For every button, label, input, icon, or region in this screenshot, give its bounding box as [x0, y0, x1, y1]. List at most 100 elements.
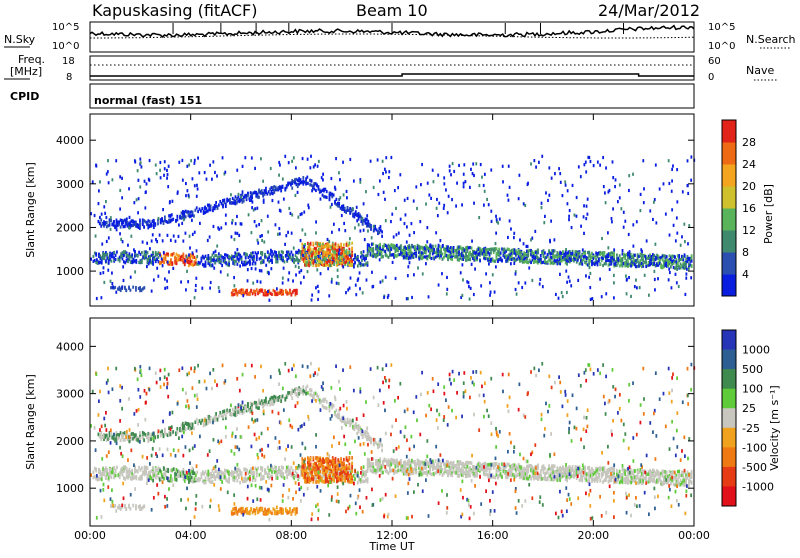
power-cell [534, 256, 536, 259]
power-cell [614, 185, 616, 188]
velocity-cell [212, 480, 214, 484]
power-cell [145, 190, 147, 193]
power-cell [413, 231, 415, 234]
power-cell [242, 288, 244, 291]
power-cell [407, 274, 409, 277]
velocity-cell [451, 474, 453, 478]
power-cell [580, 175, 582, 178]
power-cell [295, 166, 297, 169]
power-cell [299, 259, 301, 262]
power-cell [182, 179, 184, 182]
power-cell [144, 206, 146, 209]
power-cell [486, 198, 488, 201]
power-cell [137, 211, 139, 214]
velocity-cell [191, 476, 193, 480]
power-cell [567, 189, 569, 192]
power-colorbar-tick: 12 [742, 224, 756, 237]
power-cell [261, 239, 263, 242]
power-cell [605, 201, 607, 204]
power-cell [567, 202, 569, 205]
velocity-cell [221, 480, 223, 484]
power-cell [299, 271, 301, 274]
power-ytick-label: 3000 [56, 178, 84, 191]
power-cell [355, 210, 357, 213]
power-cell [317, 285, 319, 288]
power-cell [646, 239, 648, 242]
power-cell [303, 245, 305, 248]
power-cell [145, 254, 147, 257]
power-cell [628, 189, 630, 192]
power-cell [328, 240, 330, 243]
power-cell [425, 251, 427, 254]
power-cell [175, 240, 177, 243]
power-cell [347, 288, 349, 291]
power-cell [213, 267, 215, 270]
power-cell [484, 173, 486, 176]
power-cell [307, 204, 309, 207]
power-cell [334, 186, 336, 189]
power-cell [220, 226, 222, 229]
power-cell [252, 282, 254, 285]
date-title: 24/Mar/2012 [598, 1, 700, 20]
power-cell [242, 165, 244, 168]
power-cell [636, 286, 638, 289]
power-cell [280, 209, 282, 212]
power-cell [311, 189, 313, 192]
power-cell [580, 225, 582, 228]
power-cell [465, 180, 467, 183]
power-cell [253, 260, 255, 263]
power-cell [690, 179, 692, 182]
power-cell [122, 265, 124, 268]
power-cell [645, 260, 647, 263]
power-cell [158, 217, 160, 220]
power-cell [673, 224, 675, 227]
power-cell [229, 198, 231, 201]
station-title: Kapuskasing (fitACF) [92, 1, 257, 20]
power-cell [691, 259, 693, 262]
power-cell [327, 267, 329, 270]
power-cell [675, 273, 677, 276]
power-cell [310, 155, 312, 158]
power-cell [130, 289, 132, 292]
power-cell [209, 286, 211, 289]
power-cell [354, 226, 356, 229]
power-cell [391, 213, 393, 216]
power-cell [632, 245, 634, 248]
velocity-cell [257, 466, 259, 470]
power-cell [234, 251, 236, 254]
power-cell [447, 211, 449, 214]
power-cell [230, 193, 232, 196]
power-cell [548, 194, 550, 197]
power-cell [668, 278, 670, 281]
power-cell [577, 252, 579, 255]
power-cell [676, 200, 678, 203]
velocity-cell [116, 466, 118, 470]
power-cell [585, 170, 587, 173]
velocity-scatter-cells [90, 362, 695, 522]
power-cell [407, 265, 409, 268]
power-cell [655, 163, 657, 166]
power-cell [544, 251, 546, 254]
power-cell [358, 223, 360, 226]
power-cell [372, 247, 374, 250]
power-cell [490, 258, 492, 261]
power-cell [134, 270, 136, 273]
power-colorbar-swatch [722, 164, 736, 187]
power-cell [381, 230, 383, 233]
power-cell [666, 255, 668, 258]
power-cell [435, 231, 437, 234]
power-cell [612, 207, 614, 210]
power-cell [263, 240, 265, 243]
power-cell [330, 177, 332, 180]
power-cell [687, 159, 689, 162]
power-cell [185, 232, 187, 235]
power-cell [205, 260, 207, 263]
power-cell [186, 165, 188, 168]
power-cell [93, 255, 95, 258]
power-cell [249, 261, 251, 264]
power-cell [676, 168, 678, 171]
power-cell [627, 252, 629, 255]
power-cell [260, 256, 262, 259]
power-cell [360, 255, 362, 258]
power-cell [384, 168, 386, 171]
